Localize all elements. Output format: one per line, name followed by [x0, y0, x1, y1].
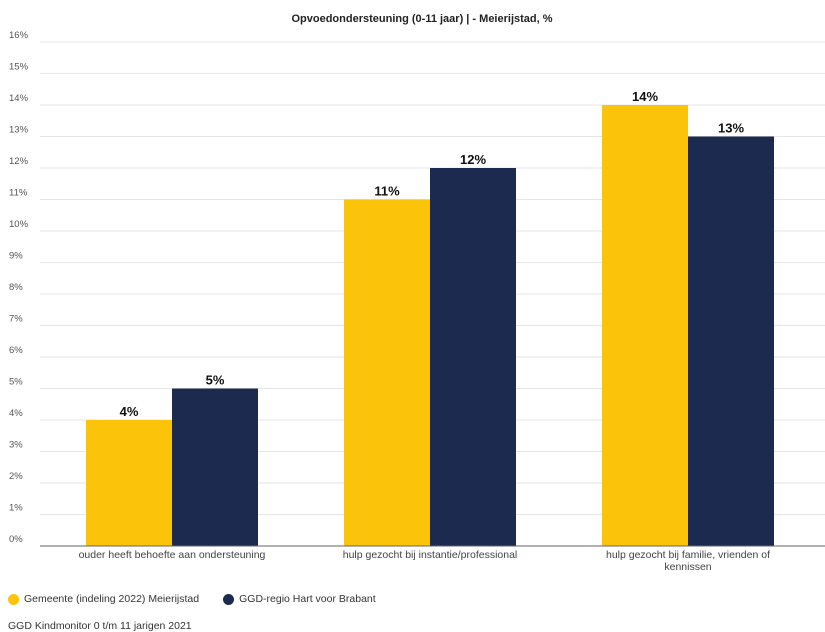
y-tick-label: 9%	[9, 251, 23, 262]
y-tick-label: 4%	[9, 408, 23, 419]
chart-title: Opvoedondersteuning (0-11 jaar) | - Meie…	[291, 13, 552, 25]
bar[interactable]	[172, 388, 258, 547]
data-label: 4%	[120, 404, 139, 419]
legend-item-ggd-regio[interactable]: GGD-regio Hart voor Brabant	[223, 593, 376, 605]
y-tick-label: 0%	[9, 534, 23, 545]
y-tick-label: 10%	[9, 219, 29, 230]
bars	[86, 105, 774, 546]
data-label: 11%	[374, 184, 400, 199]
legend-label-ggd-regio: GGD-regio Hart voor Brabant	[239, 593, 376, 605]
x-axis-categories: ouder heeft behoefte aan ondersteuning hu…	[79, 549, 771, 573]
data-label: 5%	[206, 373, 225, 388]
y-tick-label: 7%	[9, 314, 23, 325]
legend: Gemeente (indeling 2022) Meierijstad GGD…	[8, 593, 400, 605]
y-tick-label: 11%	[9, 188, 28, 199]
y-tick-label: 13%	[9, 125, 29, 136]
legend-item-gemeente[interactable]: Gemeente (indeling 2022) Meierijstad	[8, 593, 199, 605]
legend-swatch-gemeente	[8, 593, 19, 605]
legend-swatch-ggd-regio	[223, 593, 235, 605]
y-tick-label: 8%	[9, 282, 23, 293]
y-tick-label: 12%	[9, 156, 29, 167]
x-tick-label: kennissen	[664, 561, 711, 573]
data-label: 14%	[632, 89, 658, 104]
x-tick-label: hulp gezocht bij familie, vrienden of	[606, 549, 770, 561]
data-labels: 4% 5% 11% 12% 14% 13%	[120, 89, 745, 419]
legend-label-gemeente: Gemeente (indeling 2022) Meierijstad	[24, 593, 200, 605]
data-label: 12%	[460, 152, 486, 167]
y-tick-label: 3%	[9, 440, 23, 451]
bar[interactable]	[602, 105, 688, 546]
y-tick-label: 14%	[9, 93, 29, 104]
source-note: GGD Kindmonitor 0 t/m 11 jarigen 2021	[8, 620, 192, 632]
y-tick-label: 6%	[9, 345, 23, 356]
data-label: 13%	[718, 121, 744, 136]
y-tick-label: 5%	[9, 377, 23, 388]
y-tick-label: 1%	[9, 503, 23, 514]
y-axis-ticks: 0% 1% 2% 3% 4% 5% 6% 7% 8% 9% 10% 11% 12% 13% 14% 15% 16…	[9, 30, 29, 545]
bar[interactable]	[430, 168, 516, 546]
x-tick-label: ouder heeft behoefte aan ondersteuning	[79, 549, 266, 561]
x-tick-label: hulp gezocht bij instantie/professional	[343, 549, 518, 561]
bar[interactable]	[688, 136, 774, 547]
y-tick-label: 16%	[9, 30, 29, 41]
y-tick-label: 15%	[9, 62, 29, 73]
bar[interactable]	[86, 420, 172, 546]
bar[interactable]	[344, 199, 430, 547]
y-tick-label: 2%	[9, 471, 23, 482]
